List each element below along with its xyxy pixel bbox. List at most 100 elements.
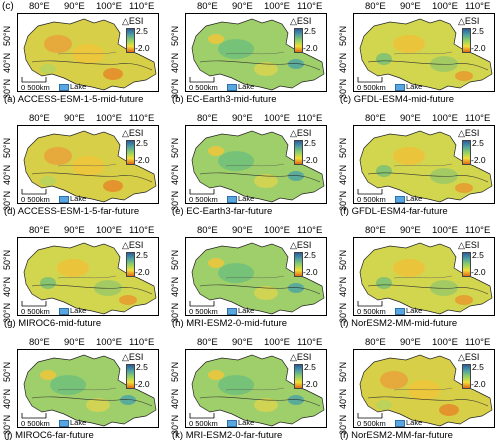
lon-tick-label: 90°E [232, 1, 253, 12]
panel-caption: (f) GFDL-ESM4-far-future [340, 206, 448, 217]
legend-colorbar [294, 28, 303, 53]
lake-legend-label: Lake [406, 306, 423, 315]
lon-tick-label: 80°E [365, 337, 386, 348]
river-line [393, 387, 453, 391]
lake-legend-swatch [59, 196, 69, 203]
esi-anomaly-area [57, 259, 89, 277]
scale-label: 0 500km [357, 195, 386, 204]
lon-tick-label: 90°E [400, 1, 421, 12]
basin-boundary [31, 60, 153, 71]
river-line [225, 163, 285, 167]
map-panel: 80°E 90°E 100°E 110°E 30°N 40°N 50°N △ESI 2.5 -2… [170, 113, 330, 221]
panel-caption: (j) MIROC6-far-future [4, 430, 94, 441]
legend-min-label: -2.0 [303, 379, 318, 389]
legend-title: △ESI [290, 240, 312, 250]
lake-legend-label: Lake [70, 82, 87, 91]
esi-map: △ESI 2.5 -2.0 0 500km Lake [353, 125, 495, 204]
lat-tick-label: 40°N [170, 164, 180, 185]
legend-colorbar [126, 252, 135, 277]
lon-tick-label: 90°E [64, 1, 85, 12]
lake-legend-swatch [395, 196, 405, 203]
region-map-svg [359, 18, 493, 91]
lake-legend-label: Lake [70, 418, 87, 427]
esi-anomaly-area [44, 147, 72, 165]
legend-min-label: -2.0 [471, 43, 486, 53]
map-panel: 80°E 90°E 100°E 110°E 30°N 40°N 50°N △ESI 2.5 -2… [2, 113, 162, 221]
lake-legend-label: Lake [238, 306, 255, 315]
legend-min-label: -2.0 [471, 379, 486, 389]
legend-max-label: 2.5 [136, 26, 148, 36]
esi-map: △ESI 2.5 -2.0 0 500km Lake [353, 349, 495, 428]
map-panel: 80°E 90°E 100°E 110°E 30°N 40°N 50°N △ESI 2.5 -2… [170, 225, 330, 333]
lake-legend-swatch [227, 196, 237, 203]
region-map-svg [191, 18, 325, 91]
esi-anomaly-area [254, 286, 278, 300]
esi-anomaly-area [408, 380, 440, 400]
legend-min-label: -2.0 [471, 267, 486, 277]
esi-anomaly-area [376, 277, 392, 289]
esi-anomaly-area [288, 283, 304, 293]
lon-tick-label: 100°E [96, 113, 122, 124]
lake-legend-label: Lake [238, 82, 255, 91]
esi-anomaly-area [455, 295, 473, 305]
lat-tick-label: 40°N [338, 164, 348, 185]
legend-max-label: 2.5 [136, 138, 148, 148]
legend-title: △ESI [290, 128, 312, 138]
lon-tick-label: 100°E [264, 113, 290, 124]
lon-tick-label: 100°E [432, 113, 458, 124]
basin-boundary [367, 60, 489, 71]
lat-tick-label: 40°N [2, 52, 12, 73]
study-region [191, 130, 325, 203]
lon-tick-label: 90°E [400, 225, 421, 236]
esi-anomaly-area [254, 62, 278, 76]
lat-tick-label: 50°N [2, 137, 12, 158]
legend-min-label: -2.0 [303, 155, 318, 165]
legend-title: △ESI [290, 352, 312, 362]
scale-label: 0 500km [189, 83, 218, 92]
lake-legend-label: Lake [238, 418, 255, 427]
panel-caption: (c) GFDL-ESM4-mid-future [340, 94, 455, 105]
lon-tick-label: 110°E [465, 1, 491, 12]
lat-tick-label: 50°N [2, 25, 12, 46]
esi-anomaly-area [254, 174, 278, 188]
lon-tick-label: 100°E [264, 1, 290, 12]
lat-tick-label: 50°N [2, 249, 12, 270]
scale-label: 0 500km [21, 419, 50, 428]
lat-tick-label: 40°N [170, 388, 180, 409]
legend-title: △ESI [458, 240, 480, 250]
lon-tick-label: 110°E [129, 225, 155, 236]
river-line [57, 275, 117, 279]
esi-anomaly-area [254, 398, 278, 412]
lon-tick-label: 80°E [197, 113, 218, 124]
lon-tick-label: 90°E [400, 113, 421, 124]
esi-anomaly-area [218, 263, 254, 283]
legend-title: △ESI [458, 16, 480, 26]
esi-anomaly-area [72, 44, 104, 64]
esi-anomaly-area [44, 35, 72, 53]
lake-legend-label: Lake [70, 306, 87, 315]
esi-anomaly-area [393, 147, 425, 165]
esi-anomaly-area [40, 64, 56, 74]
esi-anomaly-area [288, 395, 304, 405]
region-map-svg [359, 354, 493, 427]
esi-anomaly-area [103, 68, 123, 80]
region-map-svg [191, 130, 325, 203]
esi-anomaly-area [393, 35, 425, 53]
lon-tick-label: 100°E [264, 337, 290, 348]
esi-anomaly-area [393, 259, 425, 277]
esi-anomaly-area [208, 258, 224, 268]
map-panel: 80°E 90°E 100°E 110°E 30°N 40°N 50°N △ESI 2.5 -2… [2, 225, 162, 333]
lake-legend-swatch [395, 308, 405, 315]
esi-anomaly-area [288, 59, 304, 69]
esi-anomaly-area [40, 370, 56, 380]
lat-tick-label: 40°N [170, 52, 180, 73]
basin-boundary [199, 396, 321, 407]
lake-legend-swatch [395, 84, 405, 91]
region-map-svg [23, 130, 157, 203]
legend-min-label: -2.0 [135, 43, 150, 53]
esi-anomaly-area [86, 398, 110, 412]
lon-tick-label: 100°E [432, 1, 458, 12]
esi-anomaly-area [288, 171, 304, 181]
panel-caption: (h) MRI-ESM2-0-mid-future [172, 318, 288, 329]
lon-tick-label: 100°E [432, 225, 458, 236]
